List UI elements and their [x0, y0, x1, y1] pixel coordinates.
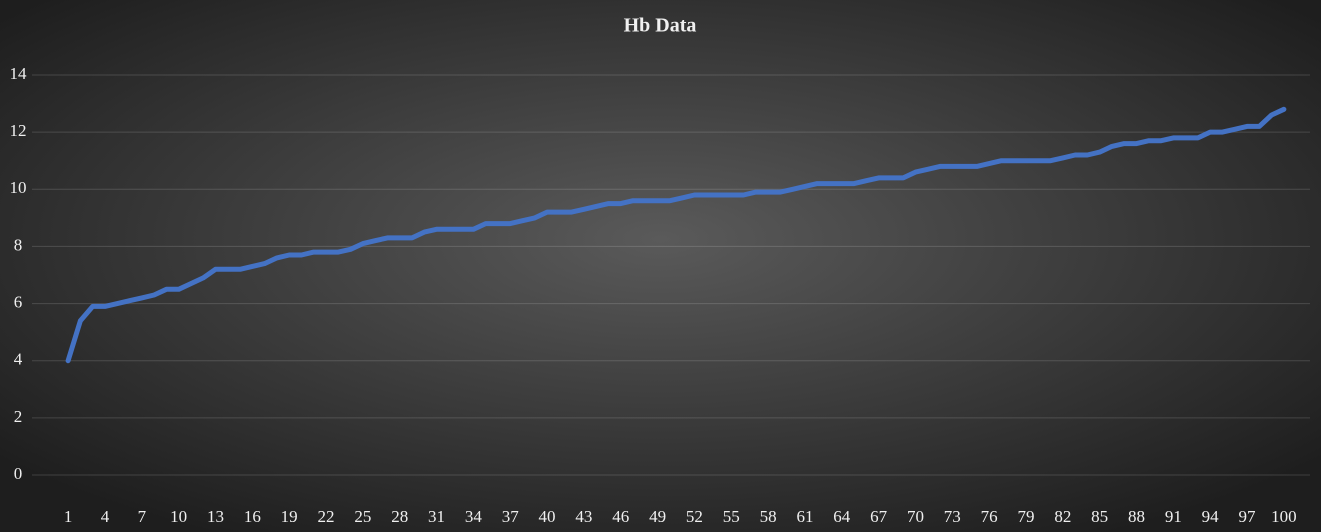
x-tick-label: 85 — [1091, 507, 1108, 526]
y-tick-label: 0 — [14, 464, 23, 483]
x-tick-label: 16 — [244, 507, 261, 526]
x-tick-label: 73 — [944, 507, 961, 526]
x-tick-label: 37 — [502, 507, 520, 526]
x-tick-label: 25 — [354, 507, 371, 526]
y-tick-label: 14 — [10, 64, 28, 83]
y-tick-label: 8 — [14, 235, 23, 254]
x-tick-label: 100 — [1271, 507, 1297, 526]
x-tick-label: 76 — [981, 507, 998, 526]
x-tick-label: 52 — [686, 507, 703, 526]
x-tick-label: 94 — [1202, 507, 1220, 526]
x-tick-label: 88 — [1128, 507, 1145, 526]
x-tick-label: 40 — [539, 507, 556, 526]
x-tick-label: 55 — [723, 507, 740, 526]
y-tick-label: 4 — [14, 350, 23, 369]
x-tick-label: 64 — [833, 507, 851, 526]
x-tick-label: 61 — [796, 507, 813, 526]
x-tick-label: 34 — [465, 507, 483, 526]
x-tick-label: 28 — [391, 507, 408, 526]
x-tick-label: 79 — [1017, 507, 1034, 526]
x-tick-label: 10 — [170, 507, 187, 526]
x-tick-label: 31 — [428, 507, 445, 526]
x-tick-label: 58 — [760, 507, 777, 526]
y-tick-label: 12 — [10, 121, 27, 140]
x-tick-label: 49 — [649, 507, 666, 526]
x-tick-label: 70 — [907, 507, 924, 526]
x-tick-label: 67 — [870, 507, 888, 526]
x-tick-label: 91 — [1165, 507, 1182, 526]
y-tick-label: 6 — [14, 292, 23, 311]
x-tick-label: 46 — [612, 507, 629, 526]
data-line — [65, 106, 1287, 364]
x-tick-label: 4 — [101, 507, 110, 526]
x-tick-label: 43 — [575, 507, 592, 526]
y-tick-label: 10 — [10, 178, 27, 197]
x-tick-label: 19 — [281, 507, 298, 526]
x-tick-label: 1 — [64, 507, 73, 526]
x-tick-label: 7 — [138, 507, 147, 526]
x-tick-label: 82 — [1054, 507, 1071, 526]
x-tick-label: 97 — [1239, 507, 1257, 526]
chart-title: Hb Data — [624, 15, 697, 37]
x-tick-label: 22 — [318, 507, 335, 526]
y-tick-label: 2 — [14, 407, 23, 426]
x-tick-label: 13 — [207, 507, 224, 526]
